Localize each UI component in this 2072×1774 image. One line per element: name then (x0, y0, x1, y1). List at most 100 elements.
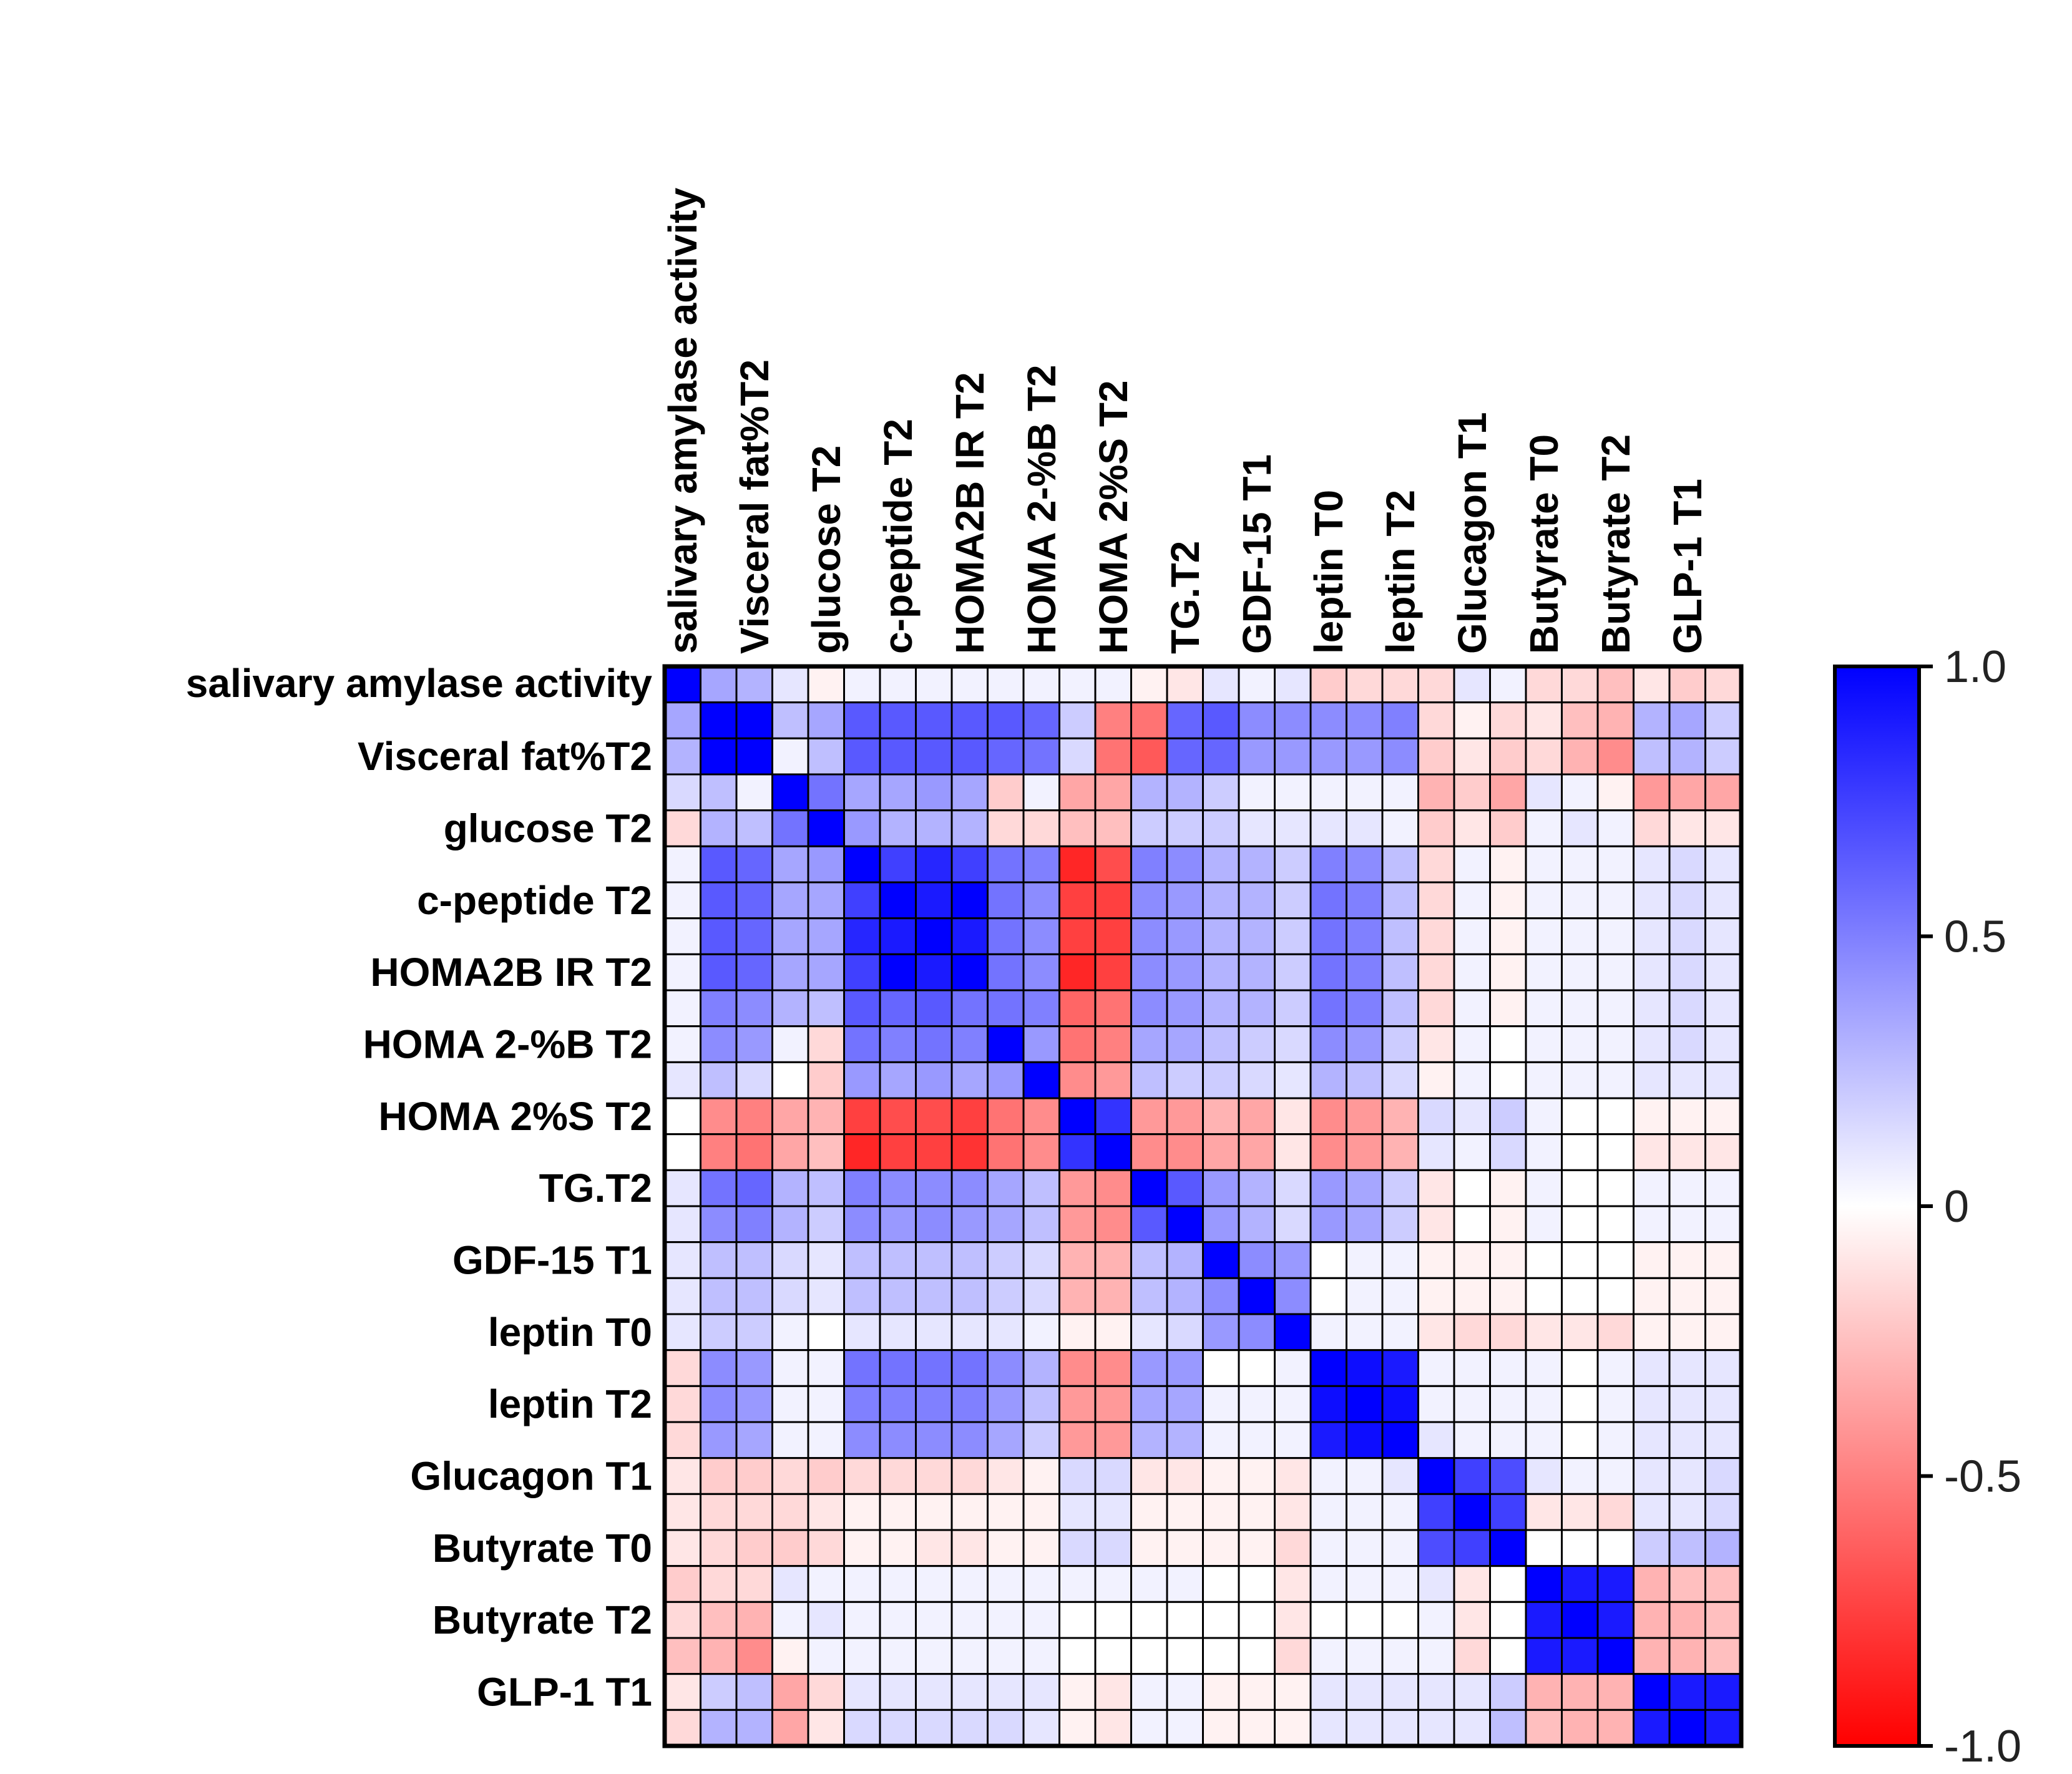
heatmap-cell (1704, 1277, 1742, 1315)
heatmap-cell (1346, 881, 1384, 920)
heatmap-cell (1417, 737, 1455, 776)
heatmap-cell (1346, 1673, 1384, 1711)
heatmap-cell (735, 1601, 773, 1639)
heatmap-cell (1346, 1637, 1384, 1675)
heatmap-cell (879, 1277, 917, 1315)
heatmap-cell (1381, 1349, 1419, 1387)
heatmap-cell (1022, 845, 1060, 884)
heatmap-cell (1346, 1708, 1384, 1747)
heatmap-cell (1022, 1313, 1060, 1352)
heatmap-cell (771, 989, 809, 1028)
heatmap-cell (1202, 1169, 1240, 1207)
heatmap-cell (843, 1241, 881, 1279)
heatmap-cell (1346, 917, 1384, 955)
heatmap-cell (1668, 953, 1706, 992)
heatmap-cell (950, 845, 989, 884)
heatmap-cell (735, 1169, 773, 1207)
heatmap-cell (1058, 1601, 1097, 1639)
heatmap-cell (1130, 917, 1168, 955)
heatmap-cell (915, 1241, 953, 1279)
heatmap-cell (1381, 1637, 1419, 1675)
heatmap-cell (1525, 1241, 1563, 1279)
heatmap-cell (1668, 989, 1706, 1028)
heatmap-cell (700, 1061, 738, 1099)
heatmap-cell (1202, 953, 1240, 992)
heatmap-cell (1596, 737, 1635, 776)
heatmap-cell (1668, 1673, 1706, 1711)
heatmap-cell (1309, 1241, 1347, 1279)
heatmap-cell (950, 1025, 989, 1063)
heatmap-cell (1166, 1133, 1204, 1171)
heatmap-cell (950, 1708, 989, 1747)
heatmap-cell (807, 1133, 845, 1171)
heatmap-cell (1525, 1637, 1563, 1675)
heatmap-cell (1561, 1493, 1599, 1531)
heatmap-cell (1633, 1277, 1671, 1315)
heatmap-cell (915, 1097, 953, 1136)
heatmap-cell (1130, 1169, 1168, 1207)
heatmap-cell (1094, 1708, 1132, 1747)
heatmap-cell (1633, 1205, 1671, 1244)
heatmap-cell (1166, 1349, 1204, 1387)
heatmap-cell (1417, 1673, 1455, 1711)
heatmap-cell (1668, 1241, 1706, 1279)
heatmap-cell (1274, 773, 1312, 812)
heatmap-cell (987, 845, 1025, 884)
heatmap-cell (1166, 1565, 1204, 1603)
heatmap-cell (1058, 917, 1097, 955)
heatmap-cell (915, 1061, 953, 1099)
heatmap-cell (1094, 917, 1132, 955)
heatmap-cell (843, 737, 881, 776)
heatmap-cell (1489, 989, 1527, 1028)
heatmap-cell (807, 1421, 845, 1460)
heatmap-cell (1381, 1169, 1419, 1207)
heatmap-cell (700, 1133, 738, 1171)
heatmap-cell (663, 1708, 701, 1747)
heatmap-cell (1417, 1349, 1455, 1387)
heatmap-cell (1561, 809, 1599, 847)
heatmap-cell (1094, 1133, 1132, 1171)
heatmap-cell (1633, 1349, 1671, 1387)
heatmap-cell (1381, 1493, 1419, 1531)
heatmap-cell (950, 1601, 989, 1639)
heatmap-cell (1417, 1421, 1455, 1460)
heatmap-cell (1561, 1529, 1599, 1567)
heatmap-cell (915, 1313, 953, 1352)
heatmap-cell (700, 737, 738, 776)
heatmap-cell (879, 737, 917, 776)
heatmap-cell (1094, 1565, 1132, 1603)
heatmap-cell (843, 1313, 881, 1352)
heatmap-cell (700, 917, 738, 955)
heatmap-cell (950, 1385, 989, 1423)
heatmap-cell (807, 953, 845, 992)
heatmap-cell (1453, 665, 1491, 704)
heatmap-cell (735, 881, 773, 920)
heatmap-cell (1130, 665, 1168, 704)
heatmap-cell (879, 1169, 917, 1207)
heatmap-cell (1489, 1601, 1527, 1639)
heatmap-cell (1166, 701, 1204, 739)
heatmap-cell (1417, 1313, 1455, 1352)
heatmap-cell (1525, 1493, 1563, 1531)
heatmap-cell (1130, 1493, 1168, 1531)
heatmap-cell (1381, 1025, 1419, 1063)
heatmap-cell (735, 1673, 773, 1711)
heatmap-cell (1453, 1493, 1491, 1531)
heatmap-cell (1094, 1421, 1132, 1460)
heatmap-cell (1633, 1637, 1671, 1675)
heatmap-cell (1596, 917, 1635, 955)
heatmap-cell (1094, 1205, 1132, 1244)
heatmap-cell (1058, 737, 1097, 776)
heatmap-cell (1704, 917, 1742, 955)
heatmap-cell (1525, 1169, 1563, 1207)
heatmap-cell (1130, 1565, 1168, 1603)
heatmap-cell (1525, 773, 1563, 812)
heatmap-cell (1238, 1493, 1276, 1531)
heatmap-cell (663, 1601, 701, 1639)
heatmap-cell (987, 701, 1025, 739)
heatmap-cell (1489, 701, 1527, 739)
heatmap-cell (1166, 1277, 1204, 1315)
heatmap-cell (1417, 1457, 1455, 1495)
heatmap-cell (735, 1313, 773, 1352)
heatmap-cell (1238, 1133, 1276, 1171)
